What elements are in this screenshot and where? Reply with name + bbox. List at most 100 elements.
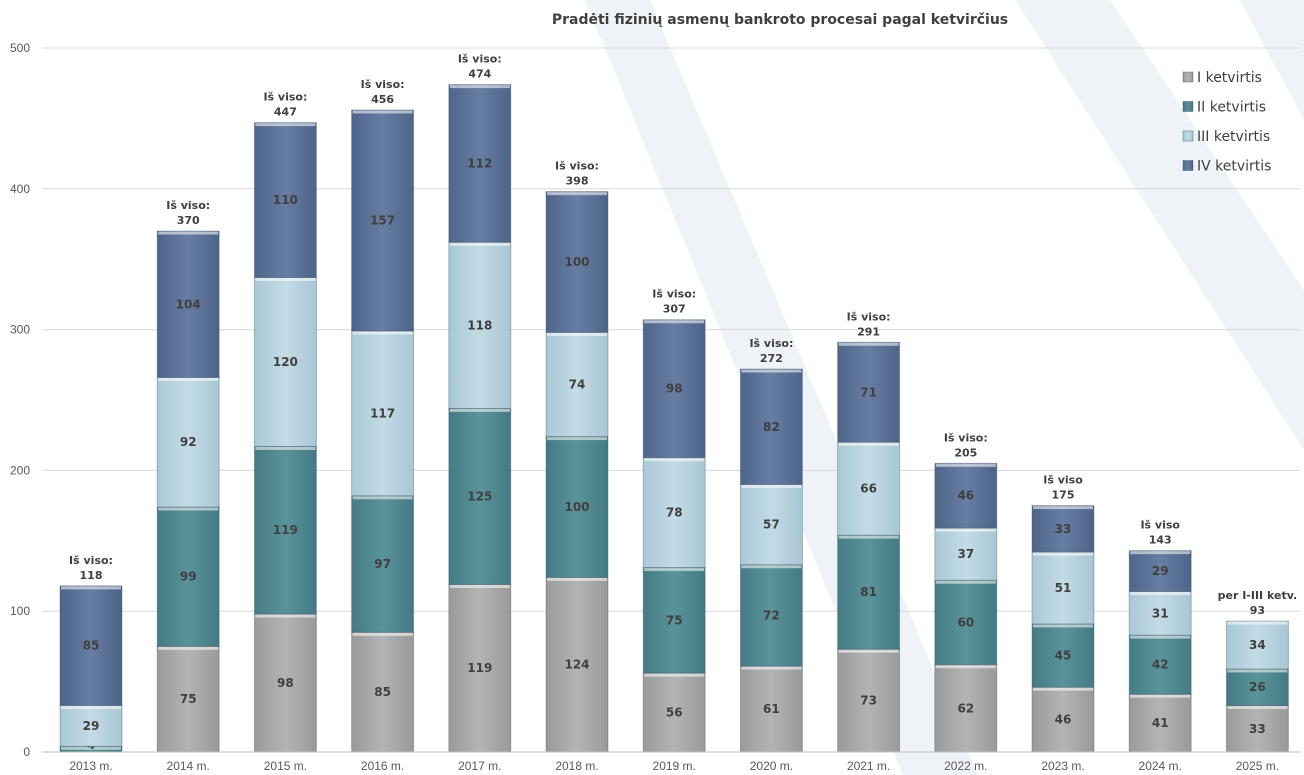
bar-segment-highlight	[741, 369, 802, 373]
legend-label: II ketvirtis	[1197, 100, 1266, 116]
bar-segment-highlight	[838, 535, 899, 539]
x-tick-label: 2016 m.	[361, 759, 404, 773]
bar-segment-highlight	[644, 673, 705, 677]
total-caption: Iš viso:	[458, 53, 502, 66]
bar-segment-highlight	[644, 568, 705, 572]
segment-label: 62	[957, 701, 974, 715]
bar-segment	[739, 368, 803, 485]
segment-label: 46	[957, 489, 974, 503]
segment-label: 104	[176, 297, 201, 311]
segment-label: 60	[957, 615, 974, 629]
bar-segment-highlight	[1130, 551, 1191, 555]
bar-segment-highlight	[255, 278, 316, 282]
segment-label: 75	[666, 613, 683, 627]
segment-label: 118	[467, 318, 492, 332]
segment-label: 29	[83, 719, 100, 733]
total-caption: Iš viso:	[263, 91, 307, 104]
bar-segment-highlight	[1130, 635, 1191, 639]
bar-segment-highlight	[1033, 687, 1093, 691]
bar-segment-highlight	[255, 446, 316, 450]
bar-segment-highlight	[838, 442, 899, 446]
total-caption: Iš viso	[1043, 474, 1083, 487]
total-caption: Iš viso	[1140, 519, 1180, 532]
bar-segment-highlight	[1033, 624, 1093, 628]
bar-segment	[253, 277, 317, 447]
segment-label: 120	[273, 355, 298, 369]
bar-segment-highlight	[158, 377, 219, 381]
segment-label: 119	[273, 523, 298, 537]
bar-segment	[351, 330, 415, 497]
segment-label: 85	[83, 639, 100, 653]
segment-label: 85	[374, 685, 391, 699]
segment-label: 112	[467, 156, 492, 170]
bar-segment	[1225, 705, 1289, 753]
bar-segment	[1128, 550, 1192, 592]
bar-segment-highlight	[1033, 552, 1093, 556]
total-value: 291	[857, 325, 880, 338]
segment-label: 78	[666, 506, 683, 520]
bar-segment-highlight	[449, 242, 510, 246]
bar-segment	[739, 483, 803, 566]
bar-segment	[739, 564, 803, 667]
bar-segment	[351, 109, 415, 332]
bar-segment-highlight	[255, 123, 316, 127]
bar-segment	[545, 331, 609, 438]
y-tick-label: 200	[10, 463, 30, 477]
total-caption: per I-III ketv.	[1218, 589, 1298, 602]
segment-label: 97	[374, 557, 391, 571]
segment-label: 57	[763, 518, 780, 532]
total-value: 447	[274, 106, 297, 119]
y-tick-label: 300	[10, 323, 30, 337]
bar-segment-highlight	[1227, 669, 1288, 673]
segment-label: 92	[180, 435, 197, 449]
total-value: 474	[468, 68, 491, 81]
bar-segment-highlight	[935, 580, 996, 584]
bar-segment	[642, 319, 706, 459]
bar-segment-highlight	[158, 507, 219, 511]
segment-label: 56	[666, 706, 683, 720]
bar-segment	[1128, 634, 1192, 695]
segment-label: 99	[180, 570, 197, 584]
bar-segment-highlight	[255, 614, 316, 618]
total-caption: Iš viso:	[166, 199, 210, 212]
segment-label: 157	[370, 213, 395, 227]
segment-label: 46	[1055, 713, 1072, 727]
bar-segment-highlight	[158, 646, 219, 650]
legend-label: I ketvirtis	[1197, 70, 1262, 86]
segment-label: 29	[1152, 564, 1169, 578]
bar-segment	[448, 241, 512, 409]
bar-segment	[448, 583, 512, 753]
x-tick-label: 2023 m.	[1041, 759, 1084, 773]
bar-segment	[448, 407, 512, 585]
bar-segment-highlight	[449, 85, 510, 89]
bar-segment	[253, 445, 317, 615]
y-tick-label: 100	[10, 604, 30, 618]
x-tick-label: 2021 m.	[847, 759, 890, 773]
bar-segment	[934, 462, 998, 529]
bar-segment-highlight	[61, 706, 121, 710]
bar-segment-highlight	[935, 463, 996, 467]
segment-label: 100	[564, 500, 589, 514]
bar-segment-highlight	[61, 586, 121, 590]
bar-segment-highlight	[352, 496, 413, 500]
legend-label: III ketvirtis	[1197, 129, 1270, 145]
bar-segment-highlight	[1227, 706, 1288, 710]
bar-segment	[156, 230, 220, 378]
x-tick-label: 2024 m.	[1139, 759, 1182, 773]
total-caption: Iš viso:	[749, 337, 793, 350]
bar-segment-highlight	[935, 665, 996, 669]
segment-label: 117	[370, 406, 395, 420]
segment-label: 73	[860, 694, 877, 708]
bar-segment	[1031, 505, 1095, 553]
bar-segment-highlight	[449, 584, 510, 588]
total-value: 175	[1052, 489, 1075, 502]
bar-segment-highlight	[352, 110, 413, 114]
total-value: 272	[760, 352, 783, 365]
y-tick-label: 500	[10, 41, 30, 55]
bar-segment	[351, 495, 415, 633]
segment-label: 81	[860, 585, 877, 599]
bar-segment-highlight	[547, 332, 607, 336]
bar-segment	[253, 122, 317, 279]
bar-segment	[837, 534, 901, 650]
segment-label: 110	[273, 193, 298, 207]
